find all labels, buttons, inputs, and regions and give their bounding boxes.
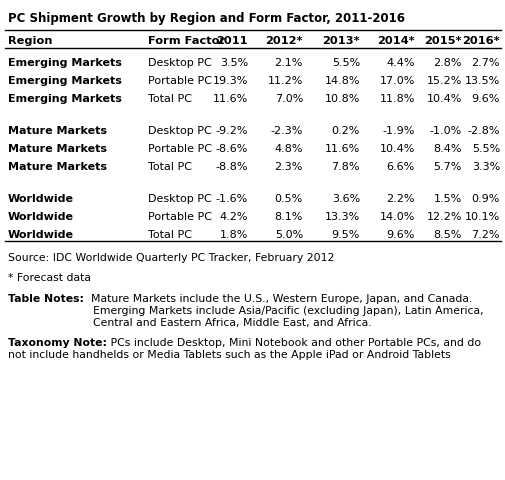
Text: Central and Eastern Africa, Middle East, and Africa.: Central and Eastern Africa, Middle East,… — [93, 318, 371, 328]
Text: 9.5%: 9.5% — [331, 230, 359, 240]
Text: Portable PC: Portable PC — [147, 144, 212, 154]
Text: Table Notes:: Table Notes: — [8, 294, 84, 304]
Text: 3.5%: 3.5% — [219, 58, 247, 68]
Text: Mature Markets: Mature Markets — [8, 162, 107, 172]
Text: 4.2%: 4.2% — [219, 212, 247, 222]
Text: 14.0%: 14.0% — [379, 212, 414, 222]
Text: 17.0%: 17.0% — [379, 76, 414, 86]
Text: 5.5%: 5.5% — [331, 58, 359, 68]
Text: Emerging Markets include Asia/Pacific (excluding Japan), Latin America,: Emerging Markets include Asia/Pacific (e… — [93, 306, 483, 316]
Text: PC Shipment Growth by Region and Form Factor, 2011-2016: PC Shipment Growth by Region and Form Fa… — [8, 12, 404, 25]
Text: 14.8%: 14.8% — [324, 76, 359, 86]
Text: 9.6%: 9.6% — [471, 94, 499, 104]
Text: Region: Region — [8, 36, 53, 46]
Text: Worldwide: Worldwide — [8, 212, 74, 222]
Text: Emerging Markets: Emerging Markets — [8, 94, 122, 104]
Text: 2011: 2011 — [216, 36, 247, 46]
Text: 9.6%: 9.6% — [386, 230, 414, 240]
Text: 19.3%: 19.3% — [212, 76, 247, 86]
Text: 6.6%: 6.6% — [386, 162, 414, 172]
Text: -8.6%: -8.6% — [215, 144, 247, 154]
Text: Desktop PC: Desktop PC — [147, 58, 211, 68]
Text: 0.9%: 0.9% — [471, 194, 499, 204]
Text: 8.4%: 8.4% — [433, 144, 461, 154]
Text: Worldwide: Worldwide — [8, 230, 74, 240]
Text: -8.8%: -8.8% — [215, 162, 247, 172]
Text: Mature Markets: Mature Markets — [8, 144, 107, 154]
Text: -2.3%: -2.3% — [270, 126, 302, 136]
Text: * Forecast data: * Forecast data — [8, 273, 91, 283]
Text: Emerging Markets: Emerging Markets — [8, 76, 122, 86]
Text: 13.5%: 13.5% — [464, 76, 499, 86]
Text: PCs include Desktop, Mini Notebook and other Portable PCs, and do: PCs include Desktop, Mini Notebook and o… — [107, 338, 480, 348]
Text: 5.5%: 5.5% — [471, 144, 499, 154]
Text: Total PC: Total PC — [147, 94, 191, 104]
Text: 2.7%: 2.7% — [471, 58, 499, 68]
Text: 2.1%: 2.1% — [274, 58, 302, 68]
Text: 10.1%: 10.1% — [464, 212, 499, 222]
Text: 12.2%: 12.2% — [426, 212, 461, 222]
Text: Worldwide: Worldwide — [8, 194, 74, 204]
Text: 5.0%: 5.0% — [274, 230, 302, 240]
Text: -1.9%: -1.9% — [382, 126, 414, 136]
Text: 2016*: 2016* — [462, 36, 499, 46]
Text: Total PC: Total PC — [147, 230, 191, 240]
Text: not include handhelds or Media Tablets such as the Apple iPad or Android Tablets: not include handhelds or Media Tablets s… — [8, 350, 450, 360]
Text: 3.3%: 3.3% — [471, 162, 499, 172]
Text: 2014*: 2014* — [377, 36, 414, 46]
Text: -1.6%: -1.6% — [215, 194, 247, 204]
Text: Total PC: Total PC — [147, 162, 191, 172]
Text: Desktop PC: Desktop PC — [147, 126, 211, 136]
Text: -1.0%: -1.0% — [429, 126, 461, 136]
Text: 15.2%: 15.2% — [426, 76, 461, 86]
Text: 2012*: 2012* — [265, 36, 302, 46]
Text: Mature Markets: Mature Markets — [8, 126, 107, 136]
Text: 3.6%: 3.6% — [331, 194, 359, 204]
Text: Taxonomy Note:: Taxonomy Note: — [8, 338, 107, 348]
Text: 7.2%: 7.2% — [471, 230, 499, 240]
Text: 4.8%: 4.8% — [274, 144, 302, 154]
Text: Desktop PC: Desktop PC — [147, 194, 211, 204]
Text: 2013*: 2013* — [322, 36, 359, 46]
Text: 7.0%: 7.0% — [274, 94, 302, 104]
Text: 2.3%: 2.3% — [274, 162, 302, 172]
Text: -9.2%: -9.2% — [215, 126, 247, 136]
Text: 4.4%: 4.4% — [386, 58, 414, 68]
Text: 8.5%: 8.5% — [433, 230, 461, 240]
Text: 11.2%: 11.2% — [267, 76, 302, 86]
Text: 10.4%: 10.4% — [426, 94, 461, 104]
Text: -2.8%: -2.8% — [467, 126, 499, 136]
Text: 2.8%: 2.8% — [433, 58, 461, 68]
Text: 0.2%: 0.2% — [331, 126, 359, 136]
Text: 1.5%: 1.5% — [433, 194, 461, 204]
Text: 13.3%: 13.3% — [324, 212, 359, 222]
Text: 11.6%: 11.6% — [324, 144, 359, 154]
Text: 11.8%: 11.8% — [379, 94, 414, 104]
Text: Form Factor: Form Factor — [147, 36, 225, 46]
Text: Portable PC: Portable PC — [147, 212, 212, 222]
Text: 8.1%: 8.1% — [274, 212, 302, 222]
Text: Emerging Markets: Emerging Markets — [8, 58, 122, 68]
Text: Source: IDC Worldwide Quarterly PC Tracker, February 2012: Source: IDC Worldwide Quarterly PC Track… — [8, 253, 334, 263]
Text: Portable PC: Portable PC — [147, 76, 212, 86]
Text: 0.5%: 0.5% — [274, 194, 302, 204]
Text: 5.7%: 5.7% — [433, 162, 461, 172]
Text: Mature Markets include the U.S., Western Europe, Japan, and Canada.: Mature Markets include the U.S., Western… — [84, 294, 472, 304]
Text: 10.4%: 10.4% — [379, 144, 414, 154]
Text: 1.8%: 1.8% — [219, 230, 247, 240]
Text: 7.8%: 7.8% — [331, 162, 359, 172]
Text: 2.2%: 2.2% — [386, 194, 414, 204]
Text: 10.8%: 10.8% — [324, 94, 359, 104]
Text: 2015*: 2015* — [424, 36, 461, 46]
Text: 11.6%: 11.6% — [212, 94, 247, 104]
